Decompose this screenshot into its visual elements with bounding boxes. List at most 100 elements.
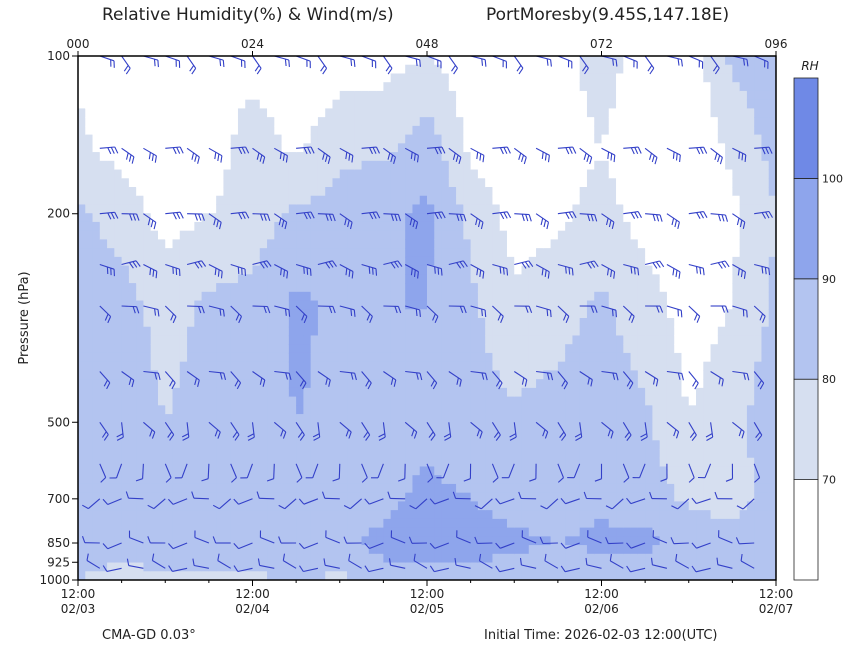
rh-cell xyxy=(550,527,559,537)
rh-cell xyxy=(412,510,421,520)
rh-cell xyxy=(557,73,566,83)
rh-cell xyxy=(325,125,334,136)
rh-cell xyxy=(194,143,203,153)
rh-cell xyxy=(506,204,515,214)
rh-cell xyxy=(332,483,341,494)
rh-cell xyxy=(499,248,508,258)
rh-cell xyxy=(608,335,617,345)
rh-cell xyxy=(376,248,384,258)
rh-cell xyxy=(325,248,334,258)
rh-cell xyxy=(143,64,152,75)
rh-cell xyxy=(230,300,239,310)
rh-cell xyxy=(630,195,639,206)
rh-cell xyxy=(383,379,392,389)
rh-cell xyxy=(317,204,326,214)
rh-cell xyxy=(230,527,239,537)
rh-cell xyxy=(179,99,188,109)
rh-cell xyxy=(463,90,472,101)
rh-cell xyxy=(296,335,304,345)
rh-cell xyxy=(252,274,261,284)
rh-cell xyxy=(521,300,530,310)
rh-cell xyxy=(528,405,537,415)
rh-cell xyxy=(78,414,86,424)
rh-cell xyxy=(179,387,188,398)
rh-cell xyxy=(637,518,646,529)
rh-cell xyxy=(485,134,494,144)
rh-cell xyxy=(267,536,275,546)
rh-cell xyxy=(107,117,115,127)
rh-cell xyxy=(470,125,479,136)
rh-cell xyxy=(187,90,195,101)
rh-cell xyxy=(310,108,319,118)
rh-cell xyxy=(586,187,595,197)
rh-cell xyxy=(514,318,523,328)
rh-cell xyxy=(448,274,457,284)
rh-cell xyxy=(492,344,501,354)
rh-cell xyxy=(121,239,130,249)
rh-cell xyxy=(383,562,392,572)
rh-cell xyxy=(506,414,515,424)
rh-cell xyxy=(630,169,639,179)
rh-cell xyxy=(652,414,661,424)
rh-cell xyxy=(681,56,690,66)
rh-cell xyxy=(383,300,392,310)
rh-cell xyxy=(274,318,283,328)
rh-cell xyxy=(659,90,668,101)
rh-cell xyxy=(463,56,472,66)
rh-cell xyxy=(521,457,530,468)
rh-cell xyxy=(216,256,225,267)
rh-cell xyxy=(274,335,283,345)
rh-cell xyxy=(368,309,377,319)
rh-cell xyxy=(659,195,668,206)
rh-cell xyxy=(252,82,261,92)
rh-cell xyxy=(194,440,203,450)
rh-cell xyxy=(477,300,486,310)
rh-cell xyxy=(616,248,624,258)
rh-cell xyxy=(572,160,581,171)
rh-cell xyxy=(143,344,152,354)
rh-cell xyxy=(267,99,275,109)
rh-cell xyxy=(586,117,595,127)
rh-cell xyxy=(99,90,108,101)
rh-cell xyxy=(354,73,363,83)
rh-cell xyxy=(448,291,457,302)
rh-cell xyxy=(332,318,341,328)
rh-cell xyxy=(594,309,603,319)
rh-cell xyxy=(339,195,348,206)
rh-cell xyxy=(565,309,574,319)
rh-cell xyxy=(557,422,566,433)
rh-cell xyxy=(128,117,137,127)
rh-cell xyxy=(594,134,603,144)
rh-cell xyxy=(572,562,581,572)
rh-cell xyxy=(521,475,530,485)
rh-cell xyxy=(78,90,86,101)
rh-cell xyxy=(245,379,254,389)
rh-cell xyxy=(245,117,254,127)
rh-cell xyxy=(652,518,661,529)
rh-cell xyxy=(107,169,115,179)
rh-cell xyxy=(550,73,559,83)
rh-cell xyxy=(310,64,319,75)
rh-cell xyxy=(594,56,603,66)
rh-cell xyxy=(623,178,632,188)
rh-cell xyxy=(666,352,675,363)
rh-cell xyxy=(521,125,530,136)
rh-cell xyxy=(143,152,152,162)
rh-cell xyxy=(310,553,319,564)
rh-cell xyxy=(499,510,508,520)
rh-cell xyxy=(216,169,225,179)
rh-cell xyxy=(448,518,457,529)
rh-cell xyxy=(252,221,261,232)
rh-cell xyxy=(339,73,348,83)
rh-cell xyxy=(557,274,566,284)
rh-cell xyxy=(332,571,341,580)
rh-cell xyxy=(441,361,450,371)
rh-cell xyxy=(419,73,428,83)
rh-cell xyxy=(594,361,603,371)
rh-cell xyxy=(121,326,130,337)
rh-cell xyxy=(448,405,457,415)
rh-cell xyxy=(310,248,319,258)
rh-cell xyxy=(150,449,159,459)
rh-cell xyxy=(616,562,624,572)
rh-cell xyxy=(383,545,392,555)
